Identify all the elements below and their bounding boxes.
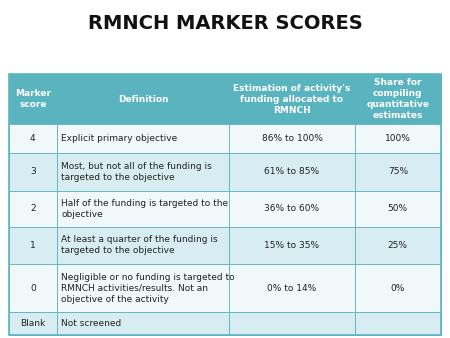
Text: 75%: 75%	[388, 167, 408, 176]
Text: Estimation of activity's
funding allocated to
RMNCH: Estimation of activity's funding allocat…	[233, 84, 351, 115]
Text: 3: 3	[30, 167, 36, 176]
Text: 4: 4	[30, 134, 36, 143]
Text: 25%: 25%	[388, 241, 408, 250]
Text: Share for
compiling
quantitative
estimates: Share for compiling quantitative estimat…	[366, 78, 429, 120]
Text: 61% to 85%: 61% to 85%	[265, 167, 319, 176]
Text: 2: 2	[30, 204, 36, 213]
Text: Negligible or no funding is targeted to
RMNCH activities/results. Not an
objecti: Negligible or no funding is targeted to …	[61, 273, 234, 304]
Text: 36% to 60%: 36% to 60%	[265, 204, 319, 213]
Text: Definition: Definition	[117, 95, 168, 104]
Text: At least a quarter of the funding is
targeted to the objective: At least a quarter of the funding is tar…	[61, 235, 218, 256]
Text: Not screened: Not screened	[61, 319, 121, 328]
Text: Blank: Blank	[20, 319, 45, 328]
Text: Explicit primary objective: Explicit primary objective	[61, 134, 177, 143]
Text: 100%: 100%	[385, 134, 411, 143]
Text: Half of the funding is targeted to the
objective: Half of the funding is targeted to the o…	[61, 199, 228, 219]
Text: 86% to 100%: 86% to 100%	[261, 134, 322, 143]
Text: 0% to 14%: 0% to 14%	[267, 284, 317, 293]
Text: Most, but not all of the funding is
targeted to the objective: Most, but not all of the funding is targ…	[61, 162, 212, 182]
Text: 0%: 0%	[391, 284, 405, 293]
Text: 50%: 50%	[388, 204, 408, 213]
Text: 15% to 35%: 15% to 35%	[265, 241, 319, 250]
Text: Marker
score: Marker score	[15, 89, 51, 109]
Text: 0: 0	[30, 284, 36, 293]
Text: RMNCH MARKER SCORES: RMNCH MARKER SCORES	[88, 14, 362, 32]
Text: 1: 1	[30, 241, 36, 250]
